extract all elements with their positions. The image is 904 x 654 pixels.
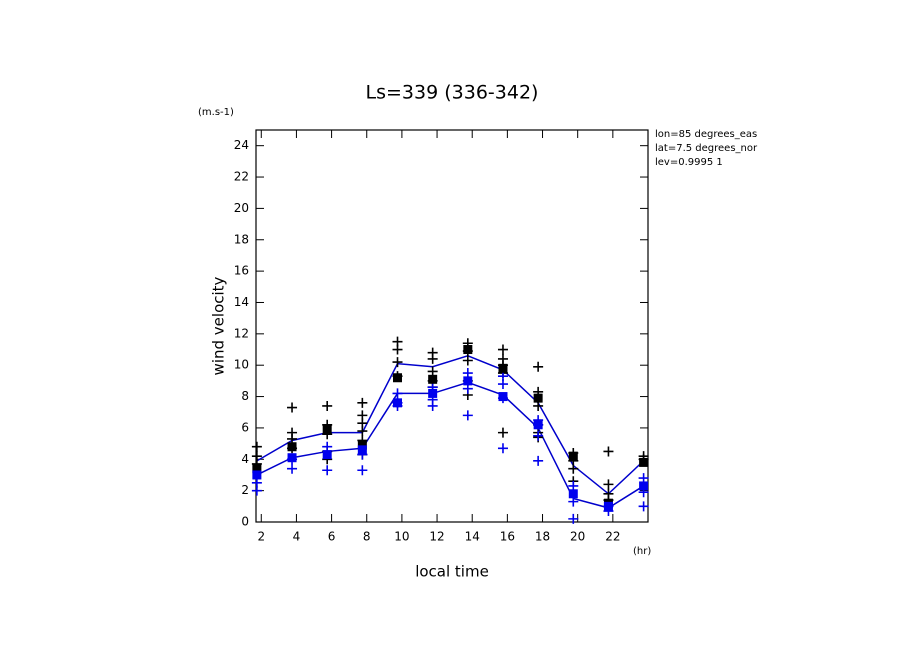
x-unit: (hr) (633, 546, 651, 557)
plus-marker (322, 465, 333, 476)
square-marker (533, 420, 543, 430)
square-marker (287, 442, 297, 452)
y-tick-label: 10 (234, 358, 249, 372)
plus-marker (322, 400, 333, 411)
x-tick-label: 22 (605, 530, 620, 544)
plus-marker (497, 379, 508, 390)
plus-marker (497, 344, 508, 355)
plus-marker (533, 455, 544, 466)
square-marker (498, 363, 508, 373)
square-marker (428, 388, 438, 398)
square-marker (603, 501, 613, 511)
square-marker (533, 393, 543, 403)
x-tick-label: 12 (429, 530, 444, 544)
y-axis-label: wind velocity (210, 276, 228, 375)
square-marker (287, 453, 297, 463)
plus-marker (462, 410, 473, 421)
square-marker (357, 440, 367, 450)
plus-marker (533, 430, 544, 441)
y-tick-label: 8 (241, 389, 249, 403)
plus-marker (638, 473, 649, 484)
x-tick-label: 4 (293, 530, 301, 544)
plus-marker (497, 427, 508, 438)
annotation: lon=85 degrees_eas (655, 129, 757, 140)
plus-marker (568, 480, 579, 491)
plus-marker (462, 383, 473, 394)
y-tick-label: 24 (234, 138, 249, 152)
plus-marker (568, 496, 579, 507)
square-marker (322, 424, 332, 434)
y-tick-label: 0 (241, 515, 249, 529)
plus-marker (568, 513, 579, 524)
y-tick-label: 6 (241, 420, 249, 434)
plus-marker (462, 368, 473, 379)
y-tick-label: 22 (234, 170, 249, 184)
plus-marker (533, 361, 544, 372)
square-marker (252, 464, 262, 474)
plus-marker (357, 426, 368, 437)
square-marker (252, 470, 262, 480)
plus-marker (287, 402, 298, 413)
plus-marker (568, 463, 579, 474)
square-marker (568, 489, 578, 499)
y-tick-label: 14 (234, 295, 249, 309)
line (256, 381, 645, 509)
plus-marker (427, 366, 438, 377)
plus-marker (392, 388, 403, 399)
square-marker (639, 481, 649, 491)
plus-marker (392, 344, 403, 355)
plus-marker (251, 485, 262, 496)
square-marker (639, 457, 649, 467)
annotation: lev=0.9995 1 (655, 157, 723, 168)
plus-marker (533, 400, 544, 411)
plus-marker (603, 479, 614, 490)
y-tick-label: 20 (234, 201, 249, 215)
square-marker (568, 451, 578, 461)
square-marker (498, 392, 508, 402)
x-tick-label: 18 (535, 530, 550, 544)
square-marker (322, 450, 332, 460)
y-unit: (m.s-1) (198, 107, 234, 118)
plus-marker (287, 433, 298, 444)
plus-marker (497, 443, 508, 454)
plot-frame (255, 129, 649, 523)
square-marker (357, 445, 367, 455)
square-marker (393, 373, 403, 383)
plus-marker (322, 441, 333, 452)
x-axis-label: local time (415, 563, 489, 581)
y-tick-label: 12 (234, 326, 249, 340)
plus-marker (603, 446, 614, 457)
x-tick-label: 8 (363, 530, 371, 544)
x-tick-label: 2 (257, 530, 265, 544)
line (256, 354, 645, 495)
x-tick-label: 16 (500, 530, 515, 544)
x-tick-label: 10 (394, 530, 409, 544)
y-tick-label: 4 (241, 452, 249, 466)
square-marker (463, 376, 473, 386)
square-marker (428, 374, 438, 384)
x-tick-label: 14 (465, 530, 480, 544)
plus-marker (357, 397, 368, 408)
plus-marker (287, 463, 298, 474)
plus-marker (251, 441, 262, 452)
square-marker (463, 345, 473, 355)
y-tick-label: 16 (234, 264, 249, 278)
y-tick-label: 18 (234, 232, 249, 246)
plus-marker (462, 355, 473, 366)
plus-marker (638, 501, 649, 512)
plus-marker (392, 357, 403, 368)
plus-marker (427, 353, 438, 364)
y-tick-label: 2 (241, 483, 249, 497)
chart-title: Ls=339 (336-342) (366, 82, 539, 104)
x-tick-label: 6 (328, 530, 336, 544)
plus-marker (427, 400, 438, 411)
square-marker (393, 398, 403, 408)
annotation: lat=7.5 degrees_nor (655, 143, 758, 154)
plus-marker (357, 465, 368, 476)
x-tick-label: 20 (570, 530, 585, 544)
